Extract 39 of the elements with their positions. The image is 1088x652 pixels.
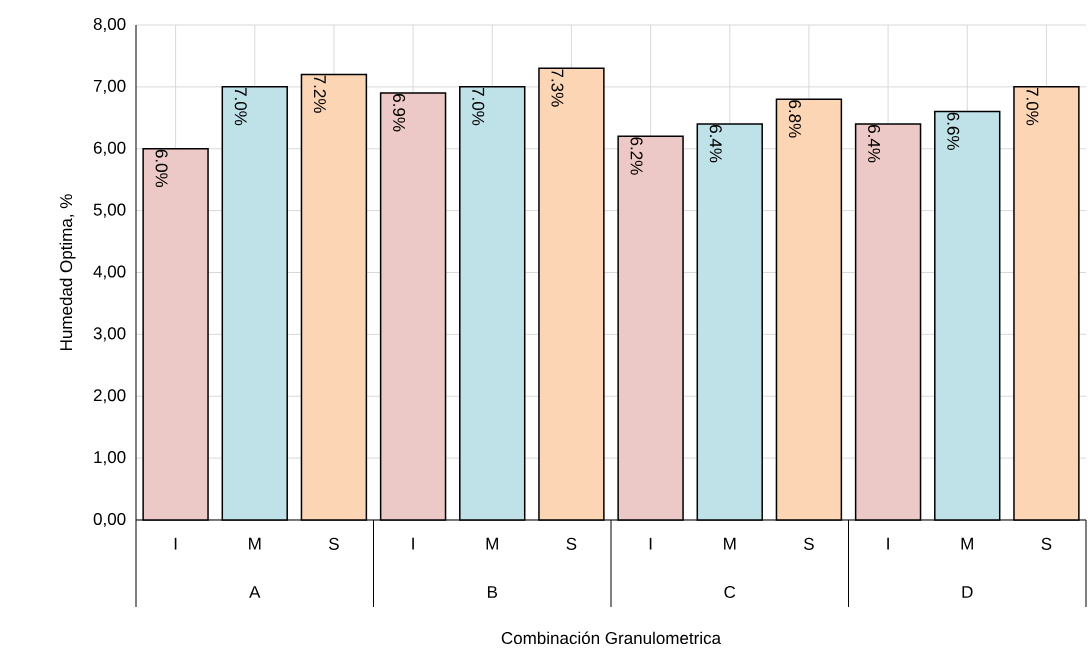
y-tick-label: 5,00 (93, 203, 126, 218)
x-tick-label: M (486, 537, 498, 550)
y-tick-label: 8,00 (93, 17, 126, 33)
x-tick-label: M (249, 537, 261, 550)
y-tick-label: 7,00 (93, 79, 126, 94)
text: D (962, 586, 973, 598)
y-tick-label: 6,00 (93, 141, 126, 156)
data-label: 7.0% (1026, 87, 1039, 126)
x-tick-label: S (566, 537, 577, 550)
x-tick-label: I (174, 537, 177, 550)
data-label: 6.4% (709, 125, 722, 163)
data-label: 6.9% (393, 94, 406, 132)
x-tick-label: M (961, 537, 973, 550)
text: A (249, 586, 261, 598)
x-tick-label: M (724, 537, 736, 550)
y-tick-label: 3,00 (93, 327, 126, 342)
y-tick-label: 2,00 (93, 389, 126, 404)
data-label: 7.2% (313, 75, 326, 113)
x-tick-label: I (649, 537, 652, 550)
data-label: 6.0% (155, 149, 168, 188)
text: B (487, 586, 498, 598)
x-tick-label: I (412, 537, 414, 550)
x-tick-label: S (804, 537, 814, 550)
data-label: 7.0% (472, 87, 485, 126)
x-tick-label: S (329, 537, 339, 550)
text: C (724, 585, 736, 599)
y-axis-title: Humedad Optima, % (59, 194, 76, 350)
data-label: 6.8% (788, 100, 801, 138)
data-label: 7.0% (234, 87, 247, 126)
x-tick-label: S (1041, 537, 1052, 550)
data-label: 6.6% (947, 112, 960, 150)
y-tick-label: 1,00 (94, 451, 126, 466)
x-tick-label: I (887, 537, 889, 550)
y-tick-label: 4,00 (93, 265, 126, 280)
data-label: 6.4% (868, 125, 881, 163)
y-tick-label: 0,00 (93, 512, 126, 528)
data-label: 7.3% (551, 69, 564, 107)
x-axis-title: Combinación Granulometrica (501, 631, 722, 645)
data-label: 6.2% (630, 137, 643, 175)
